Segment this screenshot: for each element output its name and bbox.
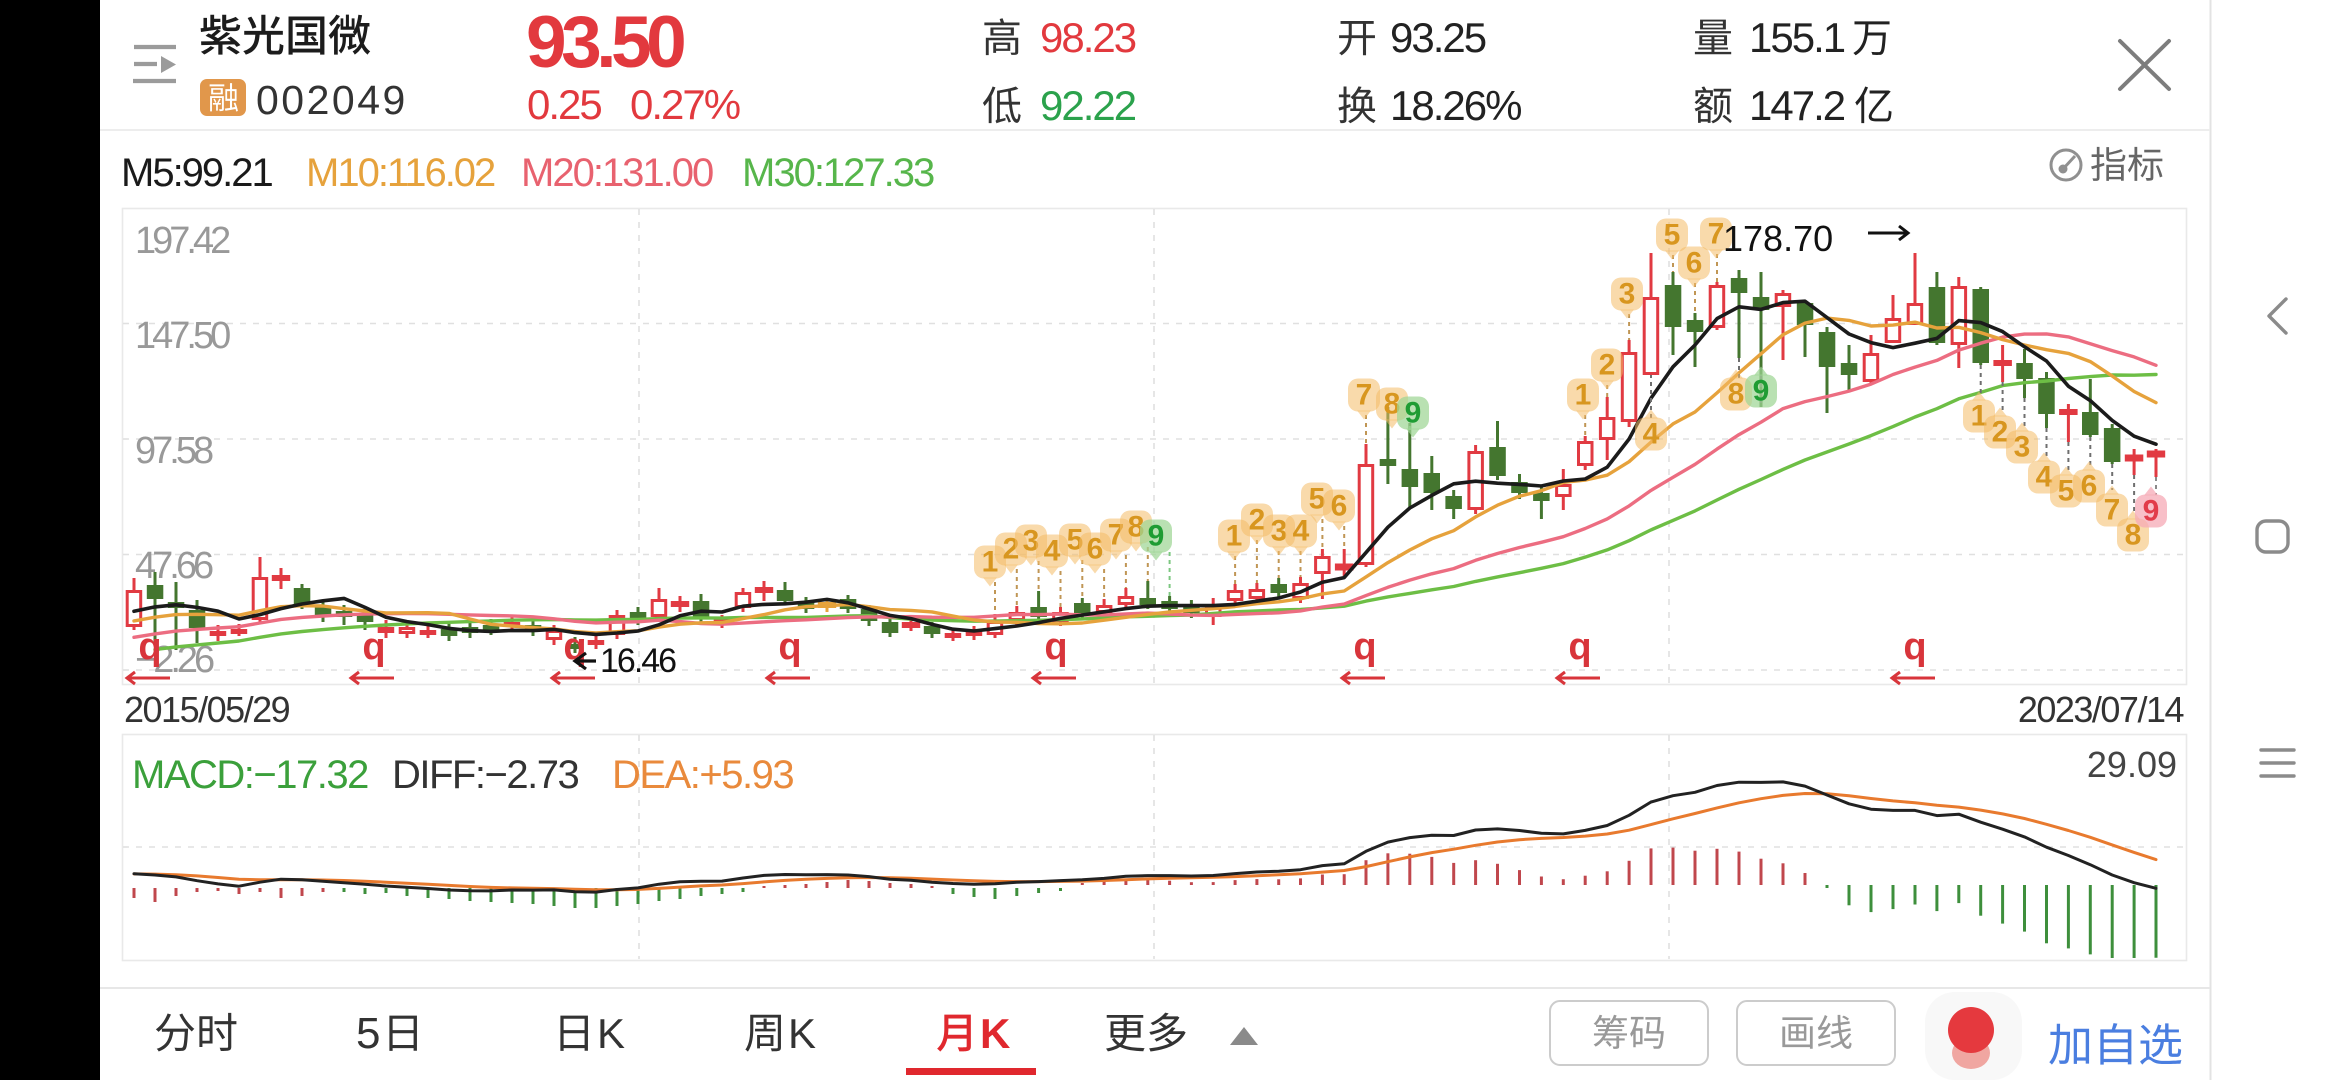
svg-text:9: 9 — [1753, 375, 1770, 408]
svg-text:29.09: 29.09 — [2087, 744, 2177, 785]
svg-text:K: K — [980, 1010, 1010, 1057]
svg-text:97.58: 97.58 — [135, 430, 213, 472]
svg-text:178.70: 178.70 — [1723, 218, 1833, 259]
svg-text:2023/07/14: 2023/07/14 — [2018, 689, 2184, 730]
svg-text:9: 9 — [1148, 520, 1165, 553]
svg-text:1: 1 — [1226, 520, 1243, 553]
svg-text:5: 5 — [1664, 219, 1681, 252]
svg-text:2: 2 — [1249, 504, 1266, 537]
svg-text:93.50: 93.50 — [526, 2, 684, 83]
svg-text:3: 3 — [1271, 515, 1288, 548]
svg-text:4: 4 — [1044, 535, 1061, 568]
svg-text:DEA:+5.93: DEA:+5.93 — [612, 753, 793, 797]
svg-text:8: 8 — [1384, 388, 1401, 421]
svg-text:3: 3 — [2014, 431, 2031, 464]
svg-text:16.46: 16.46 — [600, 642, 676, 680]
svg-text:1: 1 — [1971, 400, 1988, 433]
svg-text:q: q — [1903, 626, 1926, 668]
svg-text:M5:99.21: M5:99.21 — [121, 151, 273, 195]
svg-text:7: 7 — [1708, 218, 1725, 251]
svg-text:5: 5 — [1309, 483, 1326, 516]
svg-text:0.27%: 0.27% — [630, 81, 740, 128]
svg-text:2015/05/29: 2015/05/29 — [124, 689, 290, 730]
svg-text:18.26%: 18.26% — [1390, 82, 1521, 129]
svg-text:197.42: 197.42 — [135, 220, 230, 262]
svg-text:M10:116.02: M10:116.02 — [306, 151, 495, 195]
svg-text:DIFF:−2.73: DIFF:−2.73 — [392, 753, 578, 797]
svg-text:3: 3 — [1619, 278, 1636, 311]
svg-text:MACD:−17.32: MACD:−17.32 — [132, 753, 368, 797]
svg-text:92.22: 92.22 — [1040, 82, 1136, 129]
svg-text:4: 4 — [1293, 515, 1310, 548]
svg-text:6: 6 — [1331, 490, 1348, 523]
svg-text:147.2: 147.2 — [1749, 82, 1845, 129]
svg-text:8: 8 — [2125, 519, 2142, 552]
svg-text:q: q — [138, 626, 161, 668]
svg-text:3: 3 — [1023, 525, 1040, 558]
svg-text:1: 1 — [982, 546, 999, 579]
svg-text:7: 7 — [2104, 494, 2121, 527]
svg-text:0.25: 0.25 — [527, 81, 601, 128]
svg-text:47.66: 47.66 — [135, 545, 213, 587]
svg-text:6: 6 — [1686, 247, 1703, 280]
svg-text:6: 6 — [2081, 470, 2098, 503]
svg-text:9: 9 — [1405, 397, 1422, 430]
svg-text:M20:131.00: M20:131.00 — [521, 151, 713, 195]
svg-text:K: K — [788, 1010, 816, 1057]
svg-text:98.23: 98.23 — [1040, 14, 1136, 61]
svg-text:6: 6 — [1087, 533, 1104, 566]
svg-text:93.25: 93.25 — [1390, 14, 1486, 61]
svg-text:5: 5 — [356, 1009, 380, 1058]
svg-text:q: q — [362, 626, 385, 668]
svg-text:1: 1 — [1575, 379, 1592, 412]
svg-text:q: q — [1353, 626, 1376, 668]
svg-text:5: 5 — [2058, 475, 2075, 508]
svg-text:147.50: 147.50 — [135, 315, 230, 357]
svg-text:9: 9 — [2143, 495, 2160, 528]
svg-text:155.1: 155.1 — [1749, 14, 1845, 61]
svg-text:7: 7 — [1356, 379, 1373, 412]
svg-text:2: 2 — [1599, 349, 1616, 382]
svg-text:M30:127.33: M30:127.33 — [742, 151, 934, 195]
svg-text:q: q — [1568, 626, 1591, 668]
svg-text:2: 2 — [1992, 416, 2009, 449]
svg-text:8: 8 — [1728, 378, 1745, 411]
svg-text:q: q — [778, 626, 801, 668]
svg-text:K: K — [597, 1010, 625, 1057]
svg-text:4: 4 — [1643, 418, 1660, 451]
svg-text:4: 4 — [2036, 461, 2053, 494]
svg-text:002049: 002049 — [256, 77, 408, 123]
svg-text:q: q — [1044, 626, 1067, 668]
